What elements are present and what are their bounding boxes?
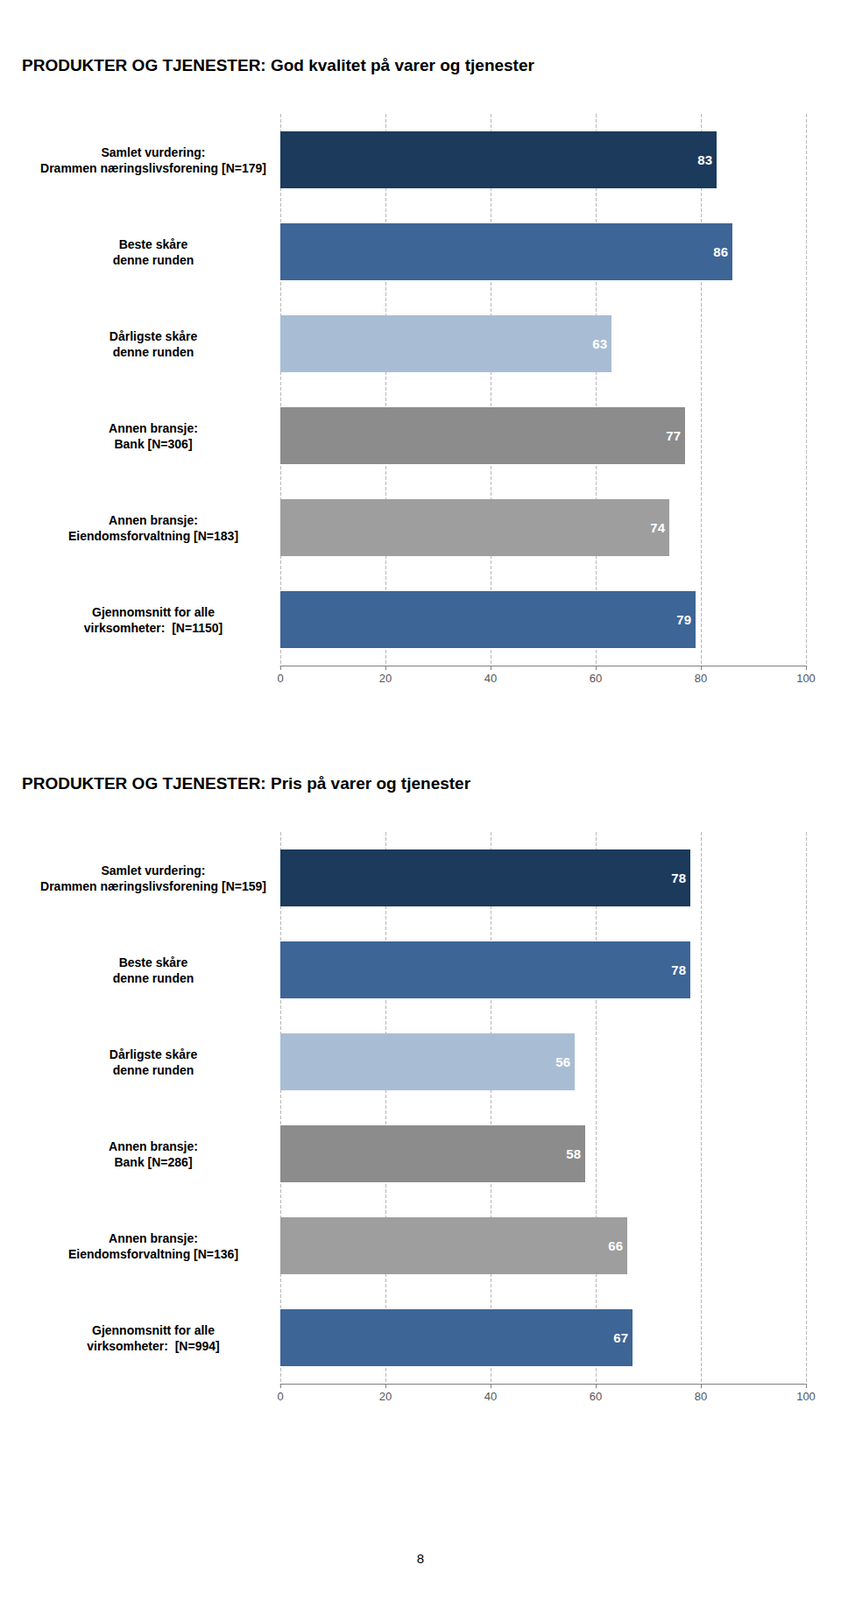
svg-text:83: 83: [697, 152, 713, 168]
svg-text:80: 80: [694, 1390, 707, 1404]
svg-text:Annen bransje:: Annen bransje:: [108, 1231, 198, 1246]
svg-text:PRODUKTER OG TJENESTER: God kv: PRODUKTER OG TJENESTER: God kvalitet på …: [21, 56, 536, 75]
svg-text:58: 58: [565, 1146, 581, 1162]
svg-text:Gjennomsnitt for alle: Gjennomsnitt for alle: [91, 1323, 215, 1338]
svg-text:40: 40: [484, 1390, 497, 1404]
svg-text:66: 66: [607, 1238, 623, 1254]
svg-text:Gjennomsnitt for alle: Gjennomsnitt for alle: [91, 605, 215, 620]
svg-text:denne runden: denne runden: [113, 253, 195, 268]
svg-text:Eiendomsforvaltning [N=136]: Eiendomsforvaltning [N=136]: [68, 1247, 239, 1262]
svg-text:Annen bransje:: Annen bransje:: [108, 1139, 198, 1154]
svg-text:Dårligste skåre: Dårligste skåre: [109, 1047, 198, 1062]
svg-text:denne runden: denne runden: [113, 1063, 195, 1078]
svg-text:40: 40: [484, 671, 497, 686]
svg-text:86: 86: [713, 244, 728, 260]
svg-text:78: 78: [671, 962, 686, 978]
svg-text:78: 78: [671, 870, 686, 886]
svg-text:virksomheter: [N=1150]: virksomheter: [N=1150]: [84, 621, 223, 636]
svg-text:100: 100: [796, 671, 816, 686]
svg-text:100: 100: [796, 1390, 816, 1404]
svg-text:Beste skåre: Beste skåre: [119, 237, 189, 252]
svg-text:63: 63: [592, 336, 608, 352]
svg-text:80: 80: [694, 671, 707, 686]
svg-text:PRODUKTER OG TJENESTER: Pris p: PRODUKTER OG TJENESTER: Pris på varer og…: [21, 774, 472, 793]
svg-text:0: 0: [276, 1390, 283, 1404]
svg-text:8: 8: [416, 1551, 425, 1567]
svg-text:77: 77: [665, 428, 681, 444]
svg-text:Dårligste skåre: Dårligste skåre: [109, 329, 198, 344]
svg-text:Annen bransje:: Annen bransje:: [108, 421, 198, 436]
svg-text:74: 74: [650, 520, 665, 536]
svg-text:67: 67: [613, 1330, 629, 1346]
svg-text:60: 60: [589, 1390, 602, 1404]
svg-text:virksomheter: [N=994]: virksomheter: [N=994]: [86, 1339, 220, 1354]
svg-text:20: 20: [379, 1390, 392, 1404]
svg-text:Samlet vurdering:: Samlet vurdering:: [100, 145, 205, 160]
svg-text:Drammen næringslivsforening [N: Drammen næringslivsforening [N=159]: [40, 879, 267, 894]
svg-text:20: 20: [379, 671, 392, 686]
svg-text:denne runden: denne runden: [113, 971, 195, 986]
svg-text:Samlet vurdering:: Samlet vurdering:: [100, 863, 205, 878]
svg-text:denne runden: denne runden: [113, 345, 195, 360]
svg-text:79: 79: [676, 612, 692, 628]
svg-text:0: 0: [276, 671, 283, 686]
svg-text:Bank [N=286]: Bank [N=286]: [113, 1155, 192, 1170]
svg-text:60: 60: [589, 671, 602, 686]
svg-text:Eiendomsforvaltning [N=183]: Eiendomsforvaltning [N=183]: [68, 529, 239, 544]
svg-text:Beste skåre: Beste skåre: [119, 955, 189, 970]
svg-text:Annen bransje:: Annen bransje:: [108, 513, 198, 528]
svg-text:Bank [N=306]: Bank [N=306]: [113, 437, 192, 452]
svg-text:56: 56: [555, 1054, 571, 1070]
svg-text:Drammen næringslivsforening [N: Drammen næringslivsforening [N=179]: [40, 161, 267, 176]
